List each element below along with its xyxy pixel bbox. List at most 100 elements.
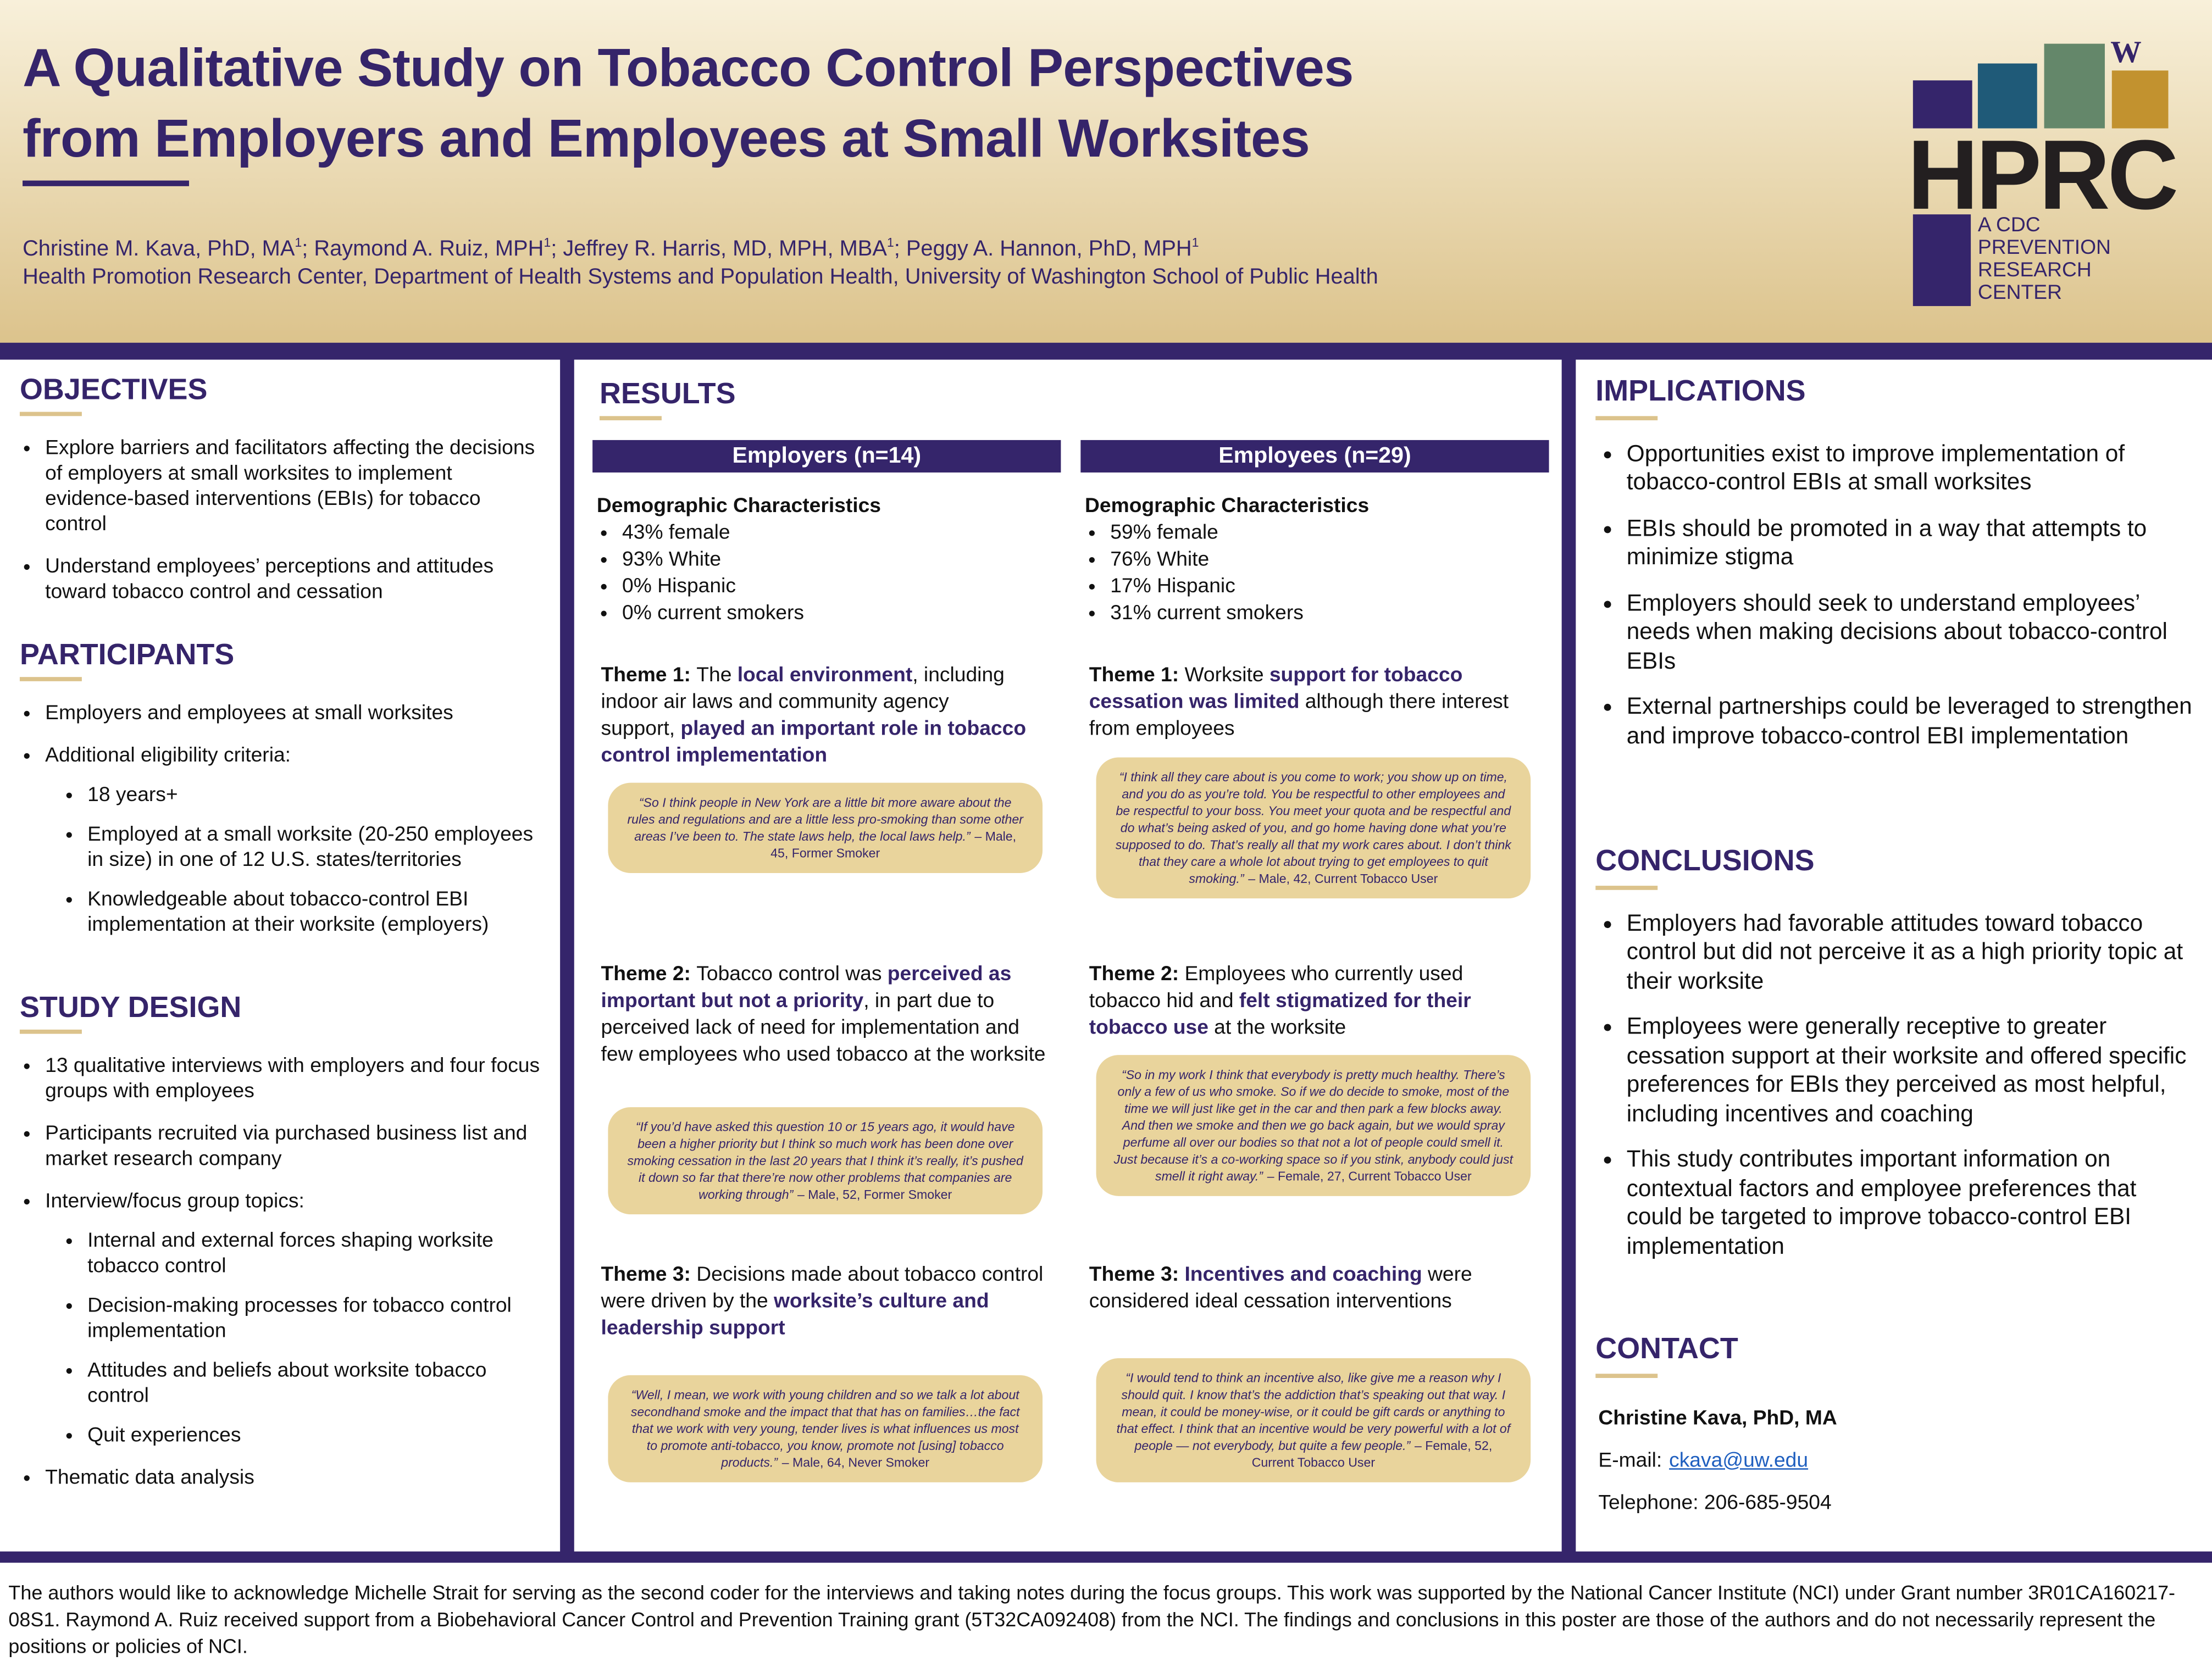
theme-label: Theme 2: [601,963,691,986]
bullet-text: Additional eligibility criteria: [45,744,291,768]
theme-label: Theme 3: [1089,1264,1179,1287]
header: A Qualitative Study on Tobacco Control P… [0,0,2212,343]
logo-line: RESEARCH [1977,259,2092,282]
section: PARTICIPANTS Employers and employees at s… [19,638,543,955]
section-heading: RESULTS [599,377,736,410]
quote-attribution: – Male, 45, Former Smoker [770,829,1017,860]
logo-square [2111,70,2169,129]
sub-item: Attitudes and beliefs about worksite tob… [87,1358,543,1409]
quote-text: “So in my work I think that everybody is… [1113,1068,1514,1183]
demographic-item: 43% female [622,520,881,547]
bullet-item: Explore barriers and facilitators affect… [45,436,543,537]
bullet-list: Explore barriers and facilitators affect… [20,436,543,605]
sub-list: Internal and external forces shaping wor… [45,1229,543,1448]
author-separator: ; [302,237,314,262]
bullet-text: 13 qualitative interviews with employers… [45,1055,540,1103]
logo-letters: HPRC [1907,120,2179,230]
theme: Theme 2: Employees who currently used tob… [1089,962,1538,1042]
heading-rule [1595,885,1658,890]
theme-text: although there interest from employees [1089,691,1509,741]
quote-box: “So in my work I think that everybody is… [1096,1055,1531,1196]
bullet-text: Thematic data analysis [45,1466,254,1490]
bullet-item: Employers and employees at small worksit… [45,701,543,726]
bullet-item: Employees were generally receptive to gr… [1627,1013,2196,1128]
sub-item: Decision-making processes for tobacco co… [87,1293,543,1344]
bullet-text: Understand employees’ perceptions and at… [45,555,494,604]
theme-emphasis: support for tobacco cessation was limite… [1089,664,1463,714]
demographics-list: 59% female76% White17% Hispanic31% curre… [1085,520,1369,627]
left-column: OBJECTIVES Explore barriers and facilitat… [0,359,561,1552]
quote-attribution: – Female, 52, Current Tobacco User [1251,1438,1493,1470]
email-link[interactable]: ckava@uw.edu [1669,1449,1809,1472]
column-header: Employers (n=14) [592,440,1061,473]
title-line: A Qualitative Study on Tobacco Control P… [23,39,1354,99]
sub-item: Internal and external forces shaping wor… [87,1229,543,1279]
demographics-title: Demographic Characteristics [1085,495,1370,518]
theme-emphasis: felt stigmatized for their tobacco use [1089,990,1471,1040]
bullet-item: Additional eligibility criteria: 18 years… [45,743,543,938]
section-heading: PARTICIPANTS [19,638,235,671]
bullet-item: Opportunities exist to improve implement… [1627,440,2196,497]
quote-text: “I think all they care about is you come… [1115,770,1511,886]
logo-line: A CDC [1977,214,2041,237]
section: STUDY DESIGN 13 qualitative interviews wi… [19,993,543,1508]
logo-square [1977,63,2037,129]
bullet-item: External partnerships could be leveraged… [1627,692,2196,750]
sub-item: 18 years+ [87,783,543,808]
bullet-item: Thematic data analysis [45,1465,543,1491]
author-name: Peggy A. Hannon, PhD, MPH [906,237,1192,262]
column-header: Employees (n=29) [1080,440,1549,473]
author-affil: 1 [295,235,302,250]
section-heading: CONTACT [1595,1332,1738,1365]
theme: Theme 1: The local environment, including … [601,663,1050,770]
demographic-item: 31% current smokers [1110,601,1369,628]
theme-emphasis: local environment [737,664,913,687]
theme-text: Worksite [1184,664,1264,687]
bullet-list: 13 qualitative interviews with employers… [20,1054,543,1491]
quote-attribution: – Male, 52, Former Smoker [797,1187,952,1202]
author-separator: ; [551,237,563,262]
section: OBJECTIVES Explore barriers and facilitat… [19,375,543,622]
theme-label: Theme 2: [1089,963,1179,986]
bullet-text: Interview/focus group topics: [45,1190,304,1213]
bullet-text: Explore barriers and facilitators affect… [45,437,535,536]
theme-label: Theme 1: [601,664,691,687]
heading-rule [19,677,82,681]
logo-square [2044,43,2105,129]
quote-text: “I would tend to think an incentive also… [1116,1371,1511,1453]
logo-bar [1912,214,1971,307]
bullet-text: Employers and employees at small worksit… [45,702,453,725]
section: CONTACT Christine Kava, PhD, MA E-mail: cka… [1595,1332,2195,1524]
theme-text: , in part due to perceived lack of need … [601,990,1046,1066]
demographic-item: 59% female [1110,520,1369,547]
right-column: IMPLICATIONS Opportunities exist to impro… [1576,359,2212,1552]
bullet-item: Interview/focus group topics: Internal an… [45,1189,543,1448]
bullet-list: Opportunities exist to improve implement… [1595,440,2195,751]
results-column: RESULTS Employers (n=14) Demographic Chara… [574,359,1562,1552]
sub-item: Knowledgeable about tobacco-control EBI … [87,887,543,938]
heading-rule [19,412,82,416]
section: IMPLICATIONS Opportunities exist to impro… [1595,377,2195,767]
author-name: Raymond A. Ruiz, MPH [314,237,544,262]
heading-rule [599,416,662,420]
demographic-item: 76% White [1110,547,1369,574]
theme-emphasis: perceived as important but not a priorit… [601,963,1012,1013]
logo-square [1912,80,1972,129]
heading-rule [1595,1373,1658,1377]
sub-item: Quit experiences [87,1423,543,1448]
footer: The authors would like to acknowledge Mi… [0,1563,2212,1667]
theme-text: The [696,664,732,687]
logo-subtitle: A CDC PREVENTION RESEARCH CENTER [1978,214,2111,304]
quote-box: “I would tend to think an incentive also… [1096,1358,1531,1482]
theme-emphasis: Incentives and coaching [1184,1264,1422,1287]
author-affil: 1 [886,235,894,250]
section: CONCLUSIONS Employers had favorable attit… [1595,844,2196,1278]
email-label: E-mail: [1598,1449,1662,1472]
quote-text: “So I think people in New York are a lit… [627,795,1023,844]
sub-item: Employed at a small worksite (20-250 emp… [87,823,543,873]
demographics-list: 43% female93% White0% Hispanic0% current… [597,520,881,627]
quote-box: “If you’d have asked this question 10 or… [608,1107,1043,1215]
section-heading: CONCLUSIONS [1595,844,1815,877]
bullet-item: EBIs should be promoted in a way that at… [1627,514,2196,572]
quote-attribution: – Male, 42, Current Tobacco User [1248,871,1438,886]
